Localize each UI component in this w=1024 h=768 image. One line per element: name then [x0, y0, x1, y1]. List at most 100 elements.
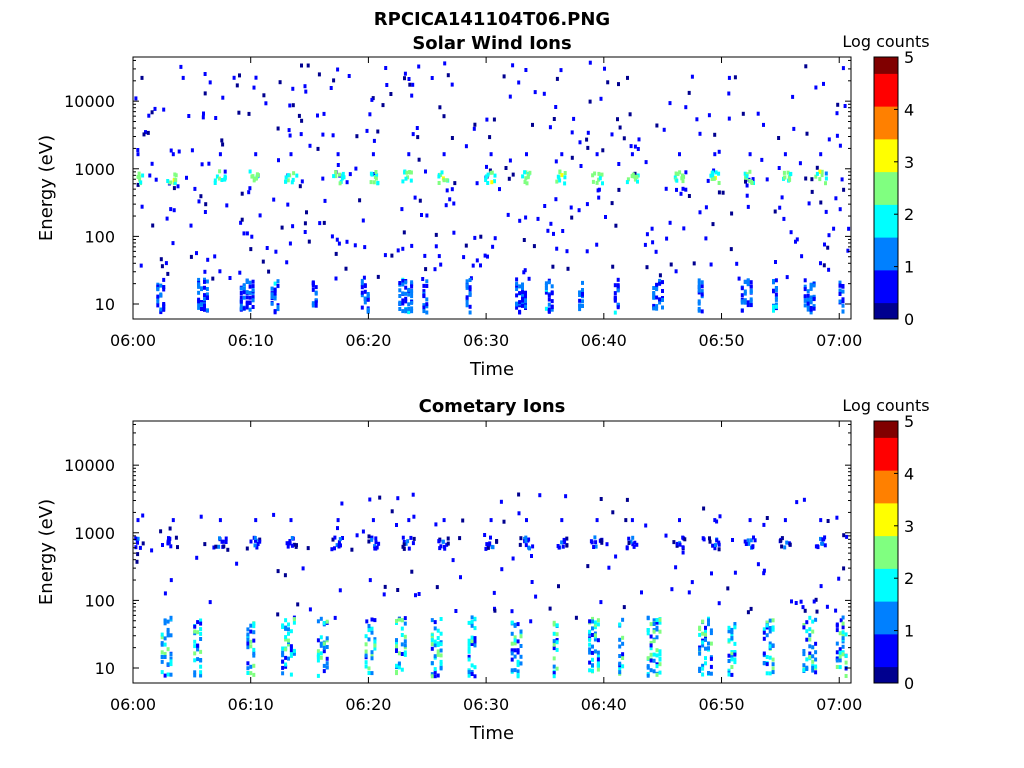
heatmap-cell [709, 631, 713, 636]
heatmap-cell [220, 138, 224, 143]
heatmap-cell [430, 672, 434, 677]
heatmap-cell [369, 180, 373, 185]
heatmap-cell [524, 297, 527, 302]
heatmap-cell [467, 620, 471, 625]
colorbar-segment [874, 81, 898, 87]
heatmap-cell [599, 96, 603, 101]
colorbar-segment [874, 613, 898, 618]
heatmap-cell [401, 535, 405, 540]
heatmap-cell [277, 158, 280, 163]
heatmap-cell [213, 254, 217, 259]
heatmap-cell [524, 68, 528, 72]
heatmap-cell [838, 658, 842, 663]
heatmap-cell [798, 161, 802, 166]
heatmap-cell [554, 159, 558, 164]
heatmap-cell [270, 292, 274, 297]
colorbar-segment [874, 445, 898, 451]
heatmap-cell [774, 292, 778, 297]
heatmap-cell [465, 283, 469, 288]
heatmap-cell [658, 297, 662, 302]
heatmap-cell [516, 650, 520, 655]
colorbar-segment [874, 478, 898, 483]
heatmap-cell [675, 178, 679, 183]
heatmap-cell [200, 300, 203, 304]
heatmap-cell [376, 129, 380, 134]
heatmap-cell [626, 75, 629, 80]
heatmap-cell [171, 241, 175, 246]
heatmap-cell [740, 299, 744, 304]
heatmap-cell [316, 649, 320, 654]
heatmap-cell [446, 541, 450, 546]
heatmap-cell [322, 220, 326, 225]
heatmap-cell [261, 259, 265, 264]
heatmap-cell [411, 132, 415, 137]
heatmap-cell [558, 170, 562, 175]
heatmap-cell [802, 663, 806, 668]
heatmap-cell [774, 278, 778, 283]
heatmap-cell [373, 646, 377, 651]
heatmap-cell [139, 180, 143, 185]
heatmap-cell [746, 204, 750, 209]
heatmap-cell [824, 171, 828, 176]
heatmap-cell [827, 233, 831, 238]
colorbar-segment [874, 535, 898, 541]
heatmap-cell [714, 170, 718, 175]
heatmap-cell [599, 600, 603, 605]
heatmap-cell [221, 539, 225, 544]
heatmap-cell [749, 289, 753, 294]
heatmap-cell [565, 249, 569, 254]
heatmap-cell [424, 267, 428, 272]
heatmap-cell [802, 497, 806, 502]
heatmap-cell [403, 76, 406, 81]
heatmap-cell [366, 309, 370, 314]
heatmap-cell [370, 97, 374, 102]
heatmap-cell [655, 306, 659, 311]
heatmap-cell [372, 180, 376, 185]
heatmap-cell [600, 540, 604, 545]
heatmap-cell [468, 278, 472, 282]
heatmap-cell [292, 648, 296, 653]
heatmap-cell [402, 546, 406, 551]
heatmap-cell [550, 305, 554, 310]
heatmap-cell [751, 177, 755, 182]
heatmap-cell [555, 647, 559, 652]
heatmap-cell [631, 542, 635, 547]
heatmap-cell [529, 619, 533, 624]
heatmap-cell [778, 205, 782, 210]
heatmap-cell [166, 633, 170, 638]
heatmap-cell [730, 665, 734, 669]
heatmap-cell [651, 240, 655, 245]
colorbar-tick-label: 3 [904, 517, 914, 536]
heatmap-cell [203, 277, 206, 282]
heatmap-cell [247, 111, 251, 116]
heatmap-cell [410, 300, 414, 305]
heatmap-cell [679, 191, 683, 196]
heatmap-cell [743, 171, 747, 176]
heatmap-cell [197, 302, 201, 307]
x-tick-label: 06:40 [581, 695, 627, 714]
heatmap-cell [246, 641, 250, 646]
heatmap-cell [743, 298, 747, 303]
heatmap-cell [733, 622, 737, 626]
heatmap-cell [838, 283, 842, 288]
heatmap-cell [203, 279, 206, 284]
colorbar-segment [874, 597, 898, 602]
heatmap-cell [697, 281, 701, 286]
heatmap-cell [335, 543, 339, 548]
heatmap-cell [331, 133, 335, 138]
heatmap-cell [287, 541, 291, 546]
heatmap-cell [199, 621, 203, 626]
heatmap-cell [252, 638, 256, 643]
heatmap-cell [847, 226, 851, 231]
heatmap-cell [193, 673, 197, 678]
colorbar-segment [874, 302, 898, 308]
heatmap-cell [347, 74, 351, 78]
heatmap-cell [697, 285, 701, 290]
heatmap-cell [376, 274, 380, 279]
heatmap-cell [562, 537, 566, 542]
heatmap-cell [808, 615, 812, 620]
heatmap-cell [518, 291, 522, 296]
heatmap-cell [239, 306, 243, 311]
heatmap-cell [251, 295, 255, 300]
